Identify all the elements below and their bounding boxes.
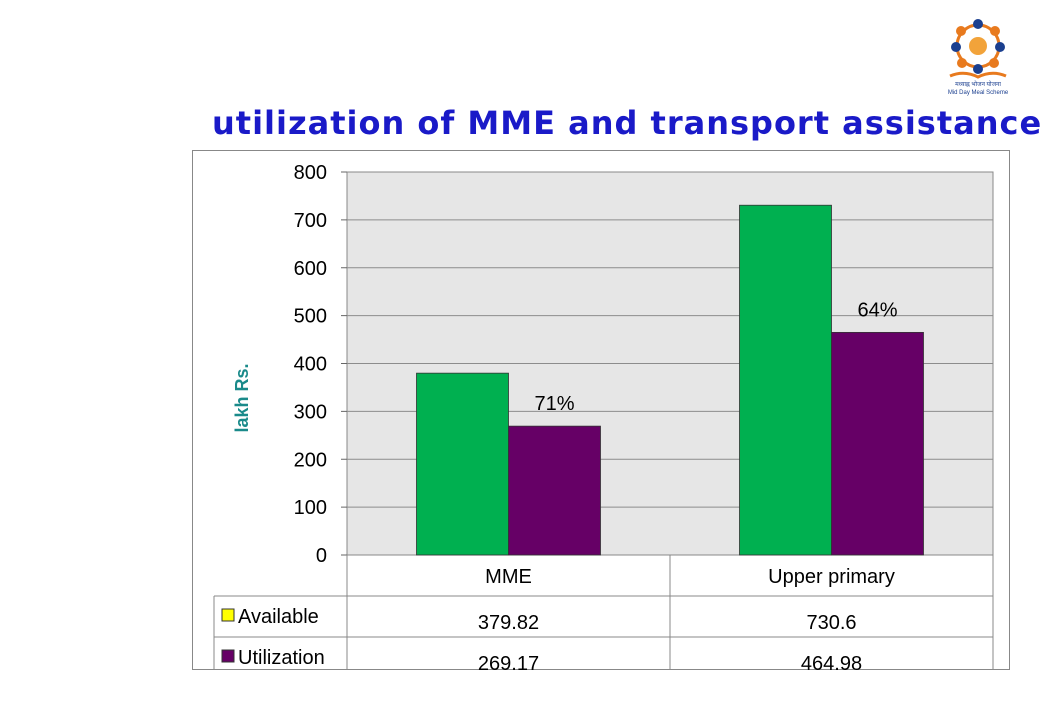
y-axis-label: lakh Rs. [232,363,252,432]
table-cell-value: 464.98 [801,653,862,670]
category-label: MME [485,566,532,588]
category-label: Upper primary [768,566,895,588]
table-cell-value: 379.82 [478,612,539,634]
bar-utilization-1 [831,331,924,556]
y-tick-label: 800 [294,162,327,184]
chart-container: 0 100 200 300 400 500 600 700 800 71% 64% lakh Rs… [192,150,1010,679]
y-tick-label: 400 [294,354,327,376]
bar-chart: 0 100 200 300 400 500 600 700 800 71% 64% lakh Rs… [192,150,1010,679]
y-tick-label: 100 [294,497,327,519]
y-tick-label: 500 [294,306,327,328]
annotations: 71% 64% [534,299,897,415]
y-axis-ticks: 0 100 200 300 400 500 600 700 800 [294,162,347,567]
legend-swatch [221,608,235,622]
logo-text-english: Mid Day Meal Scheme [948,90,1009,96]
y-tick-label: 200 [294,449,327,471]
bar-utilization-0 [508,425,601,556]
percent-annotation: 71% [534,393,574,415]
bar-available-0 [416,372,509,556]
y-tick-label: 600 [294,258,327,280]
y-tick-label: 300 [294,401,327,423]
legend-label: Utilization [238,647,325,669]
logo-book-icon [949,71,1007,79]
mid-day-meal-scheme-logo: मध्याह्न भोजन योजना Mid Day Meal Scheme [940,16,1016,96]
y-tick-label: 700 [294,210,327,232]
logo-ring-icon [951,19,1005,74]
logo-text-hindi: मध्याह्न भोजन योजना [955,80,1001,88]
bar-available-1 [739,204,832,556]
y-tick-label: 0 [316,545,327,567]
legend-label: Available [238,606,319,628]
legend-swatch [221,649,235,663]
table-cell-value: 269.17 [478,653,539,670]
percent-annotation: 64% [857,299,897,321]
table-cell-value: 730.6 [806,612,856,634]
bars [416,204,924,556]
slide-title: utilization of MME and transport assista… [212,104,1040,142]
data-table: MME Upper primary Available 379.82 730.6 Util… [213,555,994,679]
